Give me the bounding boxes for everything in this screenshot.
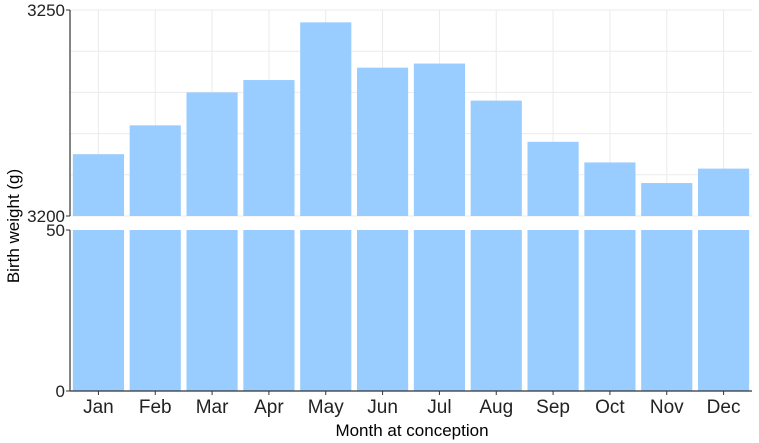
bar-upper-may — [300, 22, 352, 216]
bar-upper-jun — [357, 67, 409, 217]
bar-lower-mar — [186, 230, 238, 391]
y-tick-label-upper-max: 3250 — [27, 1, 65, 20]
bar-lower-dec — [698, 230, 750, 391]
bar-upper-apr — [243, 80, 295, 216]
bar-lower-sep — [527, 230, 579, 391]
bar-upper-jan — [72, 154, 124, 216]
gridlines — [70, 9, 752, 217]
bar-lower-jul — [413, 230, 465, 391]
bar-lower-aug — [470, 230, 522, 391]
bar-upper-oct — [584, 162, 636, 216]
bars — [72, 22, 750, 391]
bar-lower-nov — [641, 230, 693, 391]
x-tick-label-sep: Sep — [536, 397, 570, 418]
bar-upper-feb — [129, 125, 181, 216]
x-tick-label-feb: Feb — [139, 397, 172, 418]
bar-lower-jun — [357, 230, 409, 391]
x-tick-label-jul: Jul — [427, 397, 451, 418]
bar-lower-apr — [243, 230, 295, 391]
bar-lower-feb — [129, 230, 181, 391]
x-tick-label-mar: Mar — [196, 397, 229, 418]
x-tick-label-jan: Jan — [83, 397, 114, 418]
x-tick-label-nov: Nov — [650, 397, 684, 418]
bar-lower-jan — [72, 230, 124, 391]
y-tick-label-lower-min: 0 — [56, 382, 65, 401]
bar-upper-sep — [527, 141, 579, 216]
bar-lower-may — [300, 230, 352, 391]
bar-upper-dec — [698, 168, 750, 216]
bar-upper-aug — [470, 100, 522, 216]
x-tick-label-oct: Oct — [595, 397, 625, 418]
x-tick-label-aug: Aug — [479, 397, 513, 418]
y-axis-title: Birth weight (g) — [4, 169, 23, 283]
bar-upper-nov — [641, 183, 693, 216]
x-tick-label-apr: Apr — [254, 397, 284, 418]
axes — [66, 9, 752, 395]
y-tick-label-upper-min: 3200 — [27, 207, 65, 226]
y-tick-label-lower-max: 50 — [46, 221, 65, 240]
x-tick-label-jun: Jun — [367, 397, 398, 418]
bar-upper-jul — [413, 63, 465, 217]
x-axis-title: Month at conception — [335, 421, 488, 440]
x-tick-label-may: May — [308, 397, 344, 418]
bar-lower-oct — [584, 230, 636, 391]
x-tick-label-dec: Dec — [707, 397, 741, 418]
bar-upper-mar — [186, 92, 238, 216]
